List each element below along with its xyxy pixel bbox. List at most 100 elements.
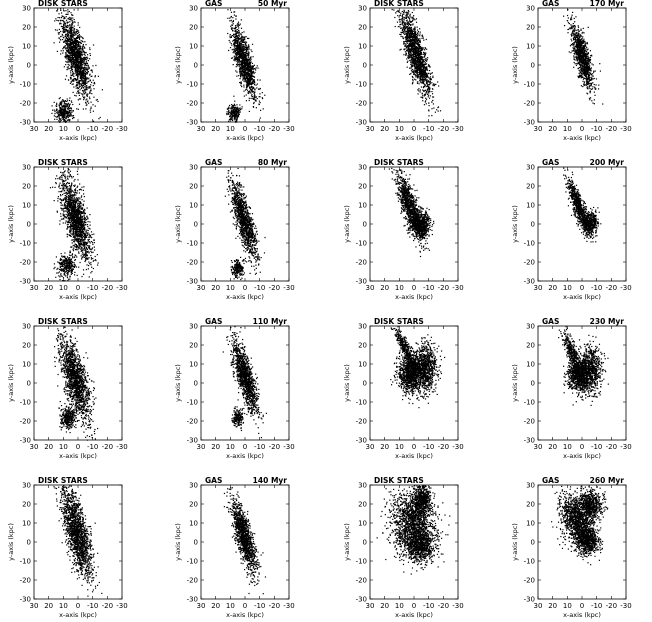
particle-point bbox=[414, 61, 416, 63]
particle-point bbox=[426, 85, 429, 87]
particle-point bbox=[83, 87, 85, 89]
particle-point bbox=[250, 68, 252, 71]
particle-point bbox=[236, 31, 239, 33]
particle-point bbox=[425, 80, 427, 82]
particle-point bbox=[71, 25, 73, 27]
particle-point bbox=[235, 49, 238, 52]
particle-point bbox=[67, 116, 69, 118]
particle-point bbox=[79, 50, 81, 52]
particle-point bbox=[244, 79, 246, 81]
particle-point bbox=[64, 17, 66, 19]
particle-point bbox=[236, 117, 238, 119]
particle-point bbox=[233, 35, 235, 37]
particle-point bbox=[252, 68, 254, 70]
particle-point bbox=[416, 52, 418, 54]
particle-point bbox=[237, 115, 239, 117]
particle-point bbox=[241, 45, 243, 47]
particle-point bbox=[65, 37, 67, 39]
particle-point bbox=[252, 86, 254, 88]
particle-point bbox=[251, 88, 254, 90]
particle-point bbox=[249, 83, 251, 85]
particle-point bbox=[253, 95, 255, 97]
particle-point bbox=[242, 77, 244, 79]
particle-point bbox=[418, 56, 420, 58]
particle-point bbox=[423, 52, 426, 54]
particle-point bbox=[63, 118, 65, 121]
particle-point bbox=[415, 52, 418, 54]
particle-point bbox=[408, 42, 410, 45]
particle-point bbox=[70, 31, 73, 33]
particle-point bbox=[235, 30, 237, 33]
particle-point bbox=[239, 55, 241, 57]
particle-point bbox=[240, 37, 242, 39]
particle-point bbox=[66, 37, 68, 39]
particle-point bbox=[238, 24, 241, 26]
particle-point bbox=[242, 64, 244, 66]
particle-point bbox=[241, 31, 243, 34]
particle-point bbox=[62, 99, 64, 101]
particle-point bbox=[231, 119, 234, 122]
particle-point bbox=[77, 45, 79, 47]
particle-point bbox=[420, 76, 422, 79]
particle-point bbox=[243, 65, 245, 67]
particle-point bbox=[81, 46, 84, 48]
particle-point bbox=[247, 84, 249, 86]
particle-point bbox=[422, 48, 424, 50]
particle-point bbox=[76, 54, 78, 57]
particle-point bbox=[232, 23, 234, 25]
particle-point bbox=[70, 74, 73, 77]
particle-point bbox=[243, 76, 246, 78]
particle-point bbox=[62, 118, 64, 120]
particle-point bbox=[75, 58, 77, 60]
particle-point bbox=[411, 35, 413, 37]
particle-point bbox=[82, 77, 85, 79]
particle-point bbox=[399, 21, 401, 23]
particle-point bbox=[76, 80, 78, 82]
particle-point bbox=[237, 114, 240, 117]
particle-point bbox=[410, 52, 412, 54]
particle-point bbox=[404, 45, 406, 47]
particle-point bbox=[245, 57, 247, 59]
particle-point bbox=[237, 116, 240, 118]
particle-point bbox=[64, 40, 66, 42]
particle-point bbox=[414, 30, 416, 32]
particle-point bbox=[401, 29, 404, 31]
particle-point bbox=[83, 82, 85, 84]
particle-point bbox=[411, 39, 413, 41]
particle-point bbox=[432, 76, 434, 79]
particle-point bbox=[80, 51, 82, 53]
particle-point bbox=[81, 51, 83, 53]
particle-point bbox=[59, 22, 61, 24]
particle-point bbox=[401, 20, 404, 22]
particle-point bbox=[394, 25, 396, 28]
particle-point bbox=[231, 24, 234, 26]
particle-point bbox=[69, 38, 71, 40]
particle-point bbox=[67, 43, 69, 45]
particle-point bbox=[64, 104, 66, 106]
particle-point bbox=[70, 67, 73, 70]
particle-point bbox=[76, 48, 78, 50]
particle-point bbox=[238, 111, 240, 114]
particle-point bbox=[65, 26, 67, 28]
x-tick-label: -10 bbox=[423, 125, 434, 133]
particle-point bbox=[252, 81, 254, 83]
particle-point bbox=[230, 35, 233, 37]
particle-point bbox=[229, 36, 231, 39]
particle-point bbox=[422, 37, 424, 39]
particle-point bbox=[406, 21, 409, 23]
particle-point bbox=[71, 83, 73, 85]
particle-point bbox=[236, 52, 239, 54]
particle-point bbox=[232, 64, 234, 66]
particle-point bbox=[238, 35, 241, 37]
particle-point bbox=[242, 74, 244, 77]
particle-point bbox=[229, 35, 231, 37]
particle-point bbox=[259, 109, 262, 112]
particle-point bbox=[399, 26, 401, 28]
particle-point bbox=[77, 45, 80, 48]
particle-point bbox=[88, 86, 90, 88]
particle-point bbox=[413, 47, 415, 49]
particle-point bbox=[85, 65, 88, 67]
particle-point bbox=[426, 60, 428, 62]
particle-point bbox=[70, 46, 73, 48]
particle-point bbox=[242, 57, 244, 60]
